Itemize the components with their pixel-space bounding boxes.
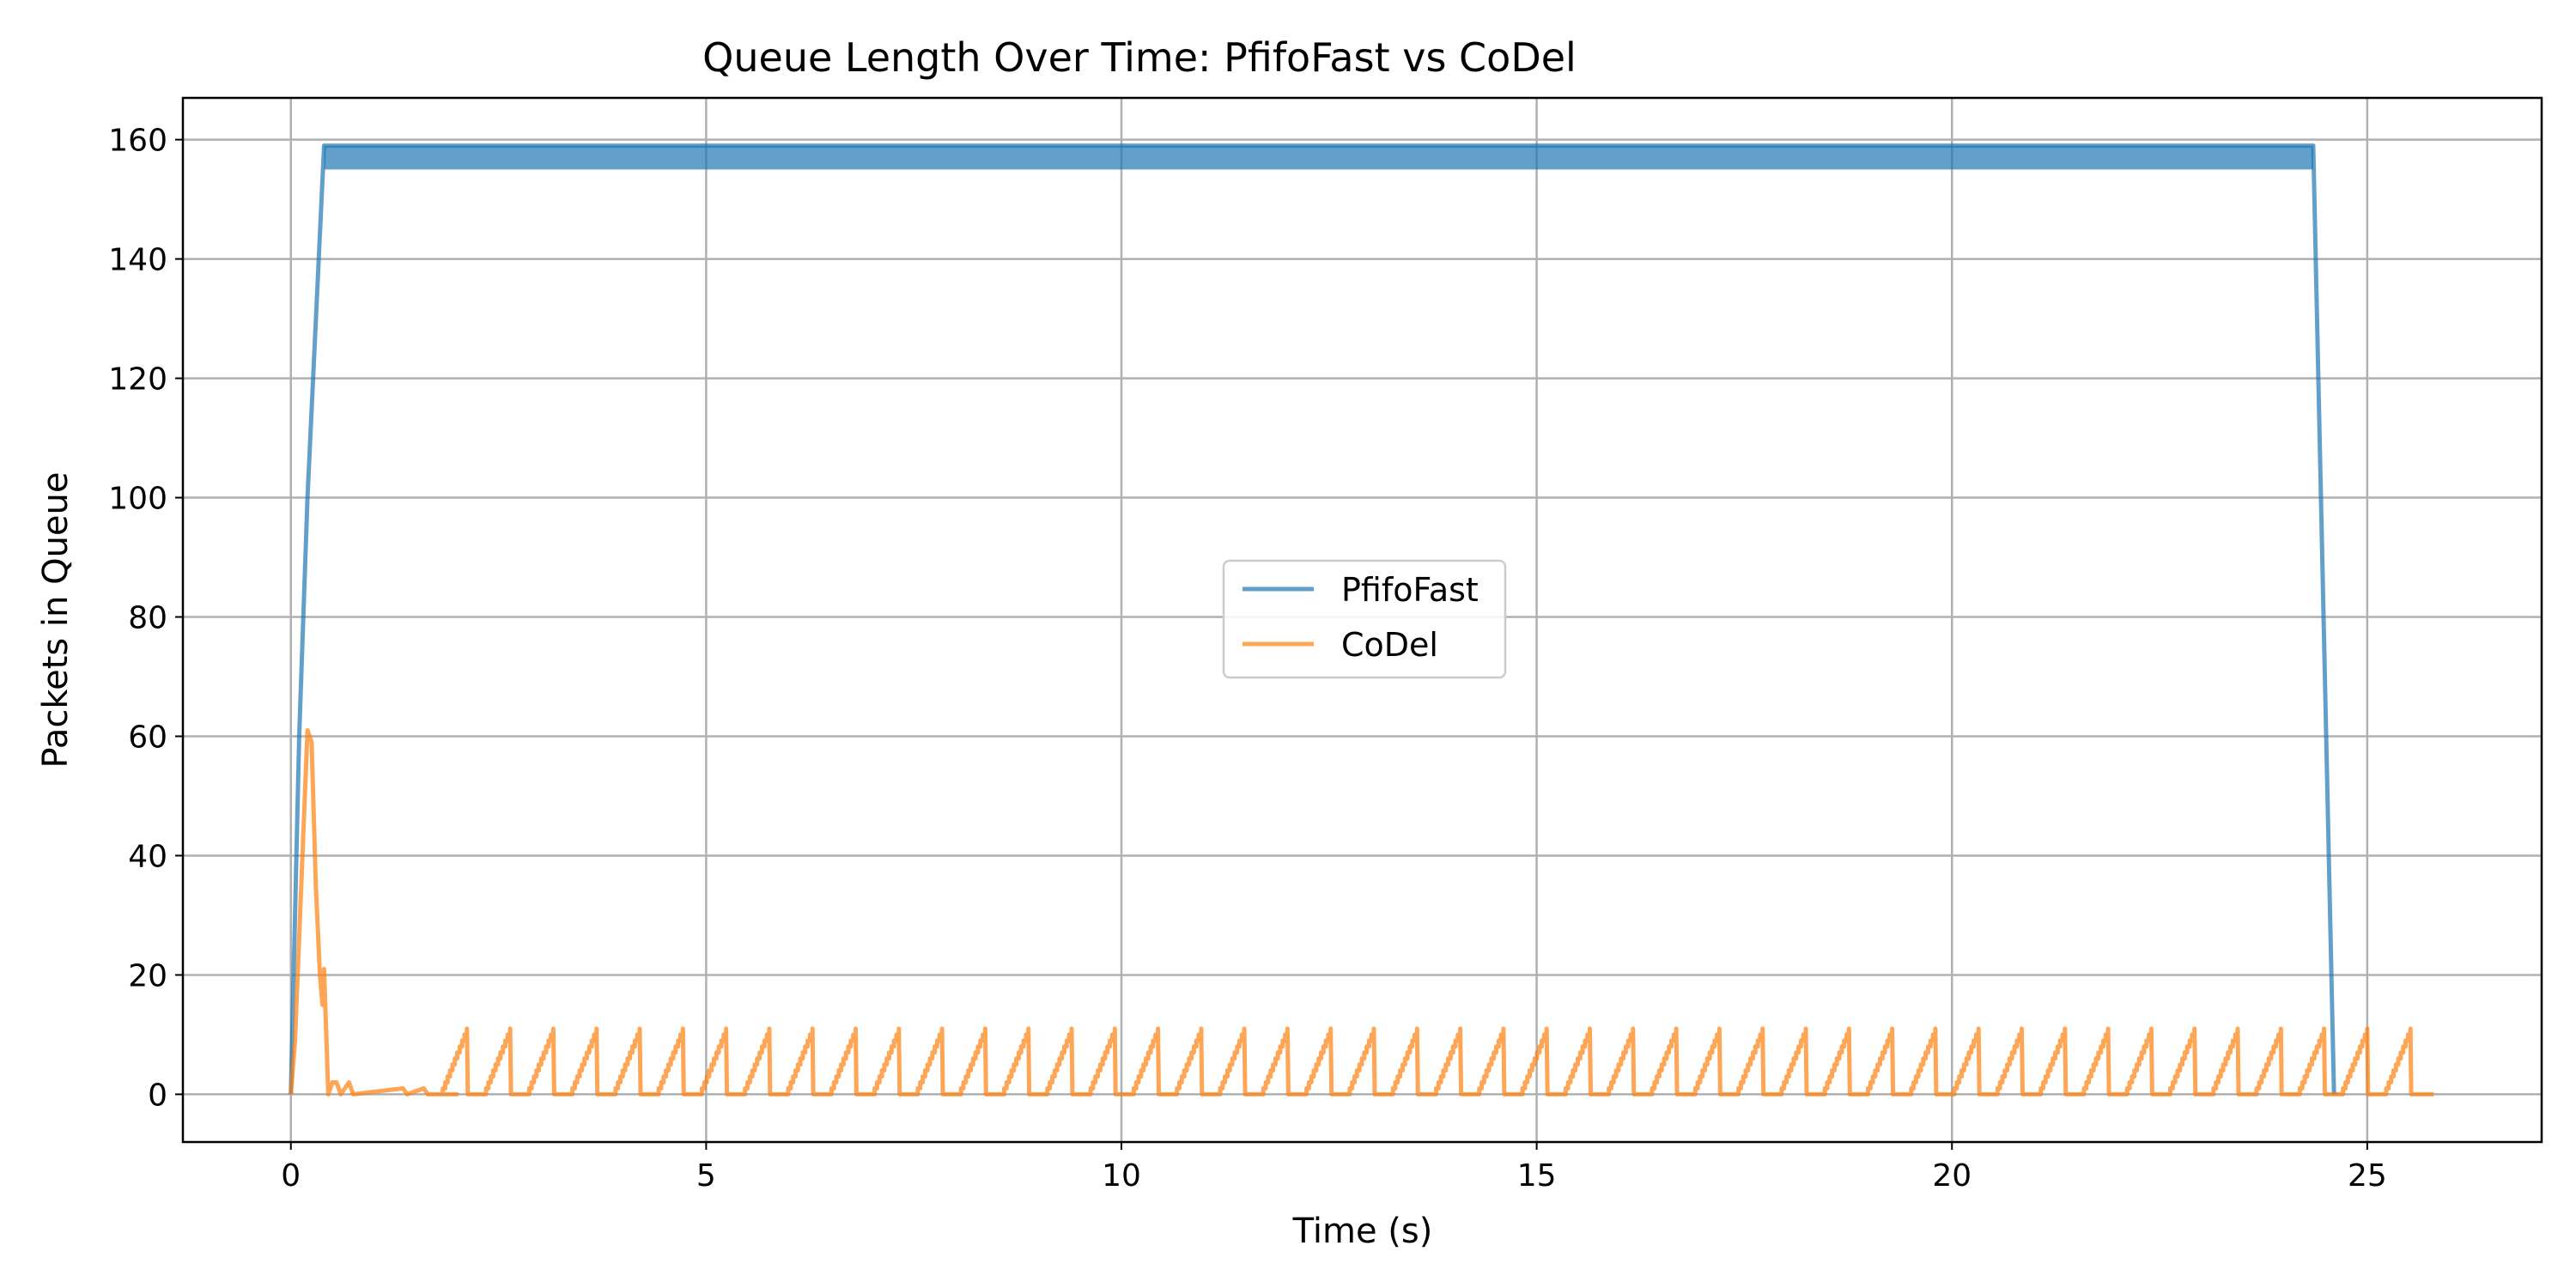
y-axis-label: Packets in Queue — [36, 472, 76, 769]
x-tick-label: 0 — [281, 1158, 301, 1194]
plot-area — [289, 143, 2434, 1097]
legend-label-pfifofast: PfifoFast — [1341, 571, 1479, 609]
y-tick-label: 140 — [108, 243, 167, 278]
series-line-pfifofast — [289, 143, 2336, 1095]
chart-title: Queue Length Over Time: PfifoFast vs CoD… — [702, 34, 1577, 81]
y-tick-label: 60 — [128, 720, 167, 755]
y-tick-label: 160 — [108, 124, 167, 159]
y-tick-label: 120 — [108, 362, 167, 398]
x-tick-label: 10 — [1102, 1158, 1141, 1194]
y-tick-label: 20 — [128, 958, 167, 993]
y-tick-label: 40 — [128, 839, 167, 874]
y-tick-label: 100 — [108, 482, 167, 517]
x-axis-label: Time (s) — [1292, 1212, 1433, 1251]
pfifofast-oscillation-band — [324, 145, 2314, 170]
x-tick-label: 25 — [2348, 1158, 2387, 1194]
x-tick-label: 15 — [1517, 1158, 1557, 1194]
plot-frame — [181, 96, 2543, 1144]
series-line-codel — [289, 728, 2434, 1097]
grid — [183, 98, 2542, 1142]
x-tick-label: 5 — [696, 1158, 716, 1194]
y-tick-label: 80 — [128, 601, 167, 636]
legend: PfifoFast CoDel — [1222, 559, 1507, 679]
y-tick-label: 0 — [148, 1078, 167, 1113]
x-ticks: 0 5 10 15 20 25 — [281, 1142, 2387, 1194]
legend-label-codel: CoDel — [1341, 626, 1438, 664]
y-ticks: 0 20 40 60 80 100 120 140 160 — [108, 124, 183, 1113]
x-tick-label: 20 — [1932, 1158, 1971, 1194]
